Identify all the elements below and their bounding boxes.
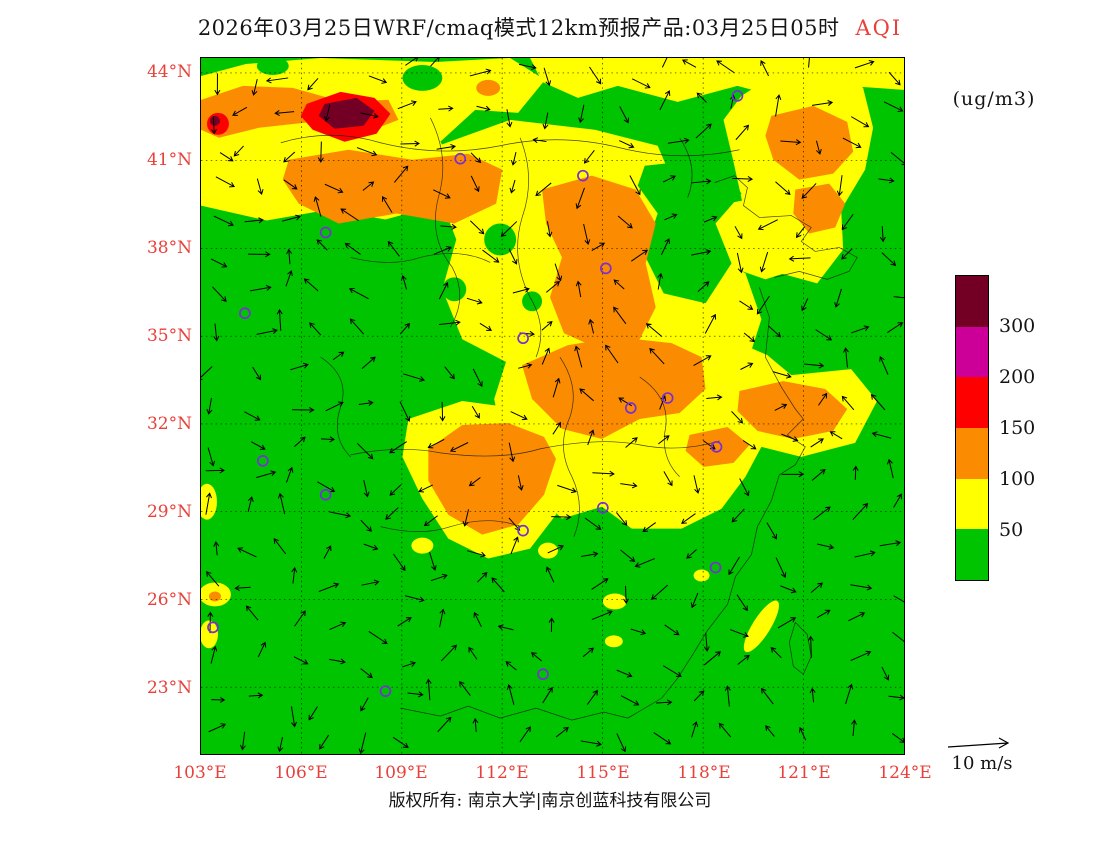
station-marker — [731, 90, 744, 102]
map-boundaries — [280, 117, 858, 721]
station-marker — [710, 441, 723, 453]
lat-label-26n: 26°N — [146, 590, 192, 610]
copyright-footer: 版权所有: 南京大学|南京创蓝科技有限公司 — [388, 791, 712, 811]
station-marker — [517, 524, 529, 537]
lon-label-109e: 109°E — [374, 763, 428, 783]
legend-tick-50: 50 — [999, 519, 1024, 541]
lat-label-38n: 38°N — [146, 238, 192, 258]
wind-scale-arrow-icon — [947, 737, 1010, 749]
station-marker — [207, 621, 219, 634]
legend-segment-green — [956, 529, 988, 581]
aqi-orange-regions — [201, 79, 854, 602]
station-marker — [537, 668, 549, 681]
station-markers — [207, 90, 744, 698]
aqi-maroon-regions — [209, 97, 375, 129]
lon-label-112e: 112°E — [475, 763, 529, 783]
station-marker — [319, 226, 332, 239]
station-marker — [379, 685, 392, 698]
lon-label-115e: 115°E — [576, 763, 630, 783]
lat-label-32n: 32°N — [146, 414, 192, 434]
page-title: 2026年03月25日WRF/cmaq模式12km预报产品:03月25日05时 A… — [0, 12, 1100, 42]
station-marker — [256, 455, 269, 467]
lat-label-41n: 41°N — [146, 150, 192, 170]
station-marker — [577, 169, 589, 182]
lat-label-23n: 23°N — [146, 678, 192, 698]
lon-label-121e: 121°E — [777, 763, 831, 783]
legend-segment-orange — [956, 428, 988, 479]
lon-label-103e: 103°E — [173, 763, 227, 783]
station-marker — [624, 402, 637, 414]
legend-segment-maroon — [956, 276, 988, 327]
legend-segment-yellow — [956, 478, 988, 530]
station-marker — [454, 152, 467, 165]
lon-label-118e: 118°E — [677, 763, 731, 783]
legend-colorbar — [955, 275, 989, 581]
title-text: 2026年03月25日WRF/cmaq模式12km预报产品:03月25日05时 — [197, 16, 840, 40]
lon-label-124e: 124°E — [878, 763, 932, 783]
legend-tick-300: 300 — [999, 315, 1036, 337]
units-label: (ug/m3) — [952, 88, 1036, 110]
lat-label-35n: 35°N — [146, 326, 192, 346]
lat-label-29n: 29°N — [146, 502, 192, 522]
aqi-map-svg — [201, 58, 904, 754]
station-marker — [517, 332, 529, 345]
lat-label-44n: 44°N — [146, 62, 192, 82]
legend-tick-150: 150 — [999, 417, 1036, 439]
title-variable: AQI — [855, 16, 903, 40]
station-marker — [600, 262, 612, 275]
map-plot — [200, 57, 905, 755]
station-marker — [239, 307, 251, 320]
wind-vectors — [201, 58, 904, 754]
legend-tick-200: 200 — [999, 366, 1036, 388]
legend-segment-red — [956, 377, 988, 429]
station-marker — [597, 501, 609, 514]
lon-label-106e: 106°E — [274, 763, 328, 783]
station-marker — [709, 561, 722, 574]
legend-segment-magenta — [956, 326, 988, 378]
legend-tick-100: 100 — [999, 468, 1036, 490]
station-marker — [661, 392, 674, 404]
wind-scale-label: 10 m/s — [951, 753, 1013, 774]
station-marker — [319, 488, 332, 501]
